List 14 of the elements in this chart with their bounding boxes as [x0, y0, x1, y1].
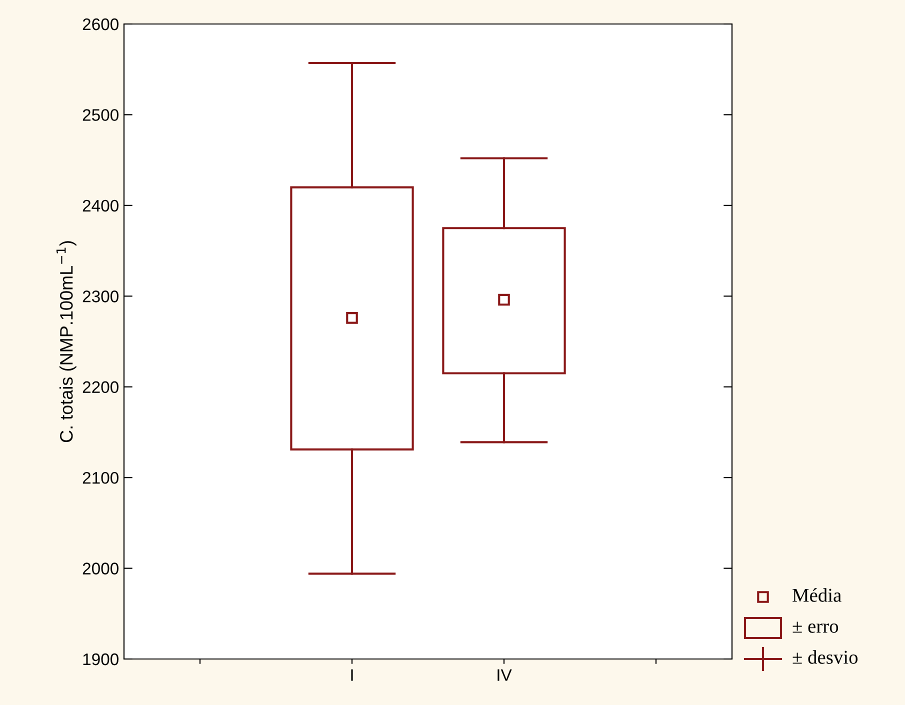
y-tick-label: 2500 — [82, 109, 118, 121]
y-tick-label: 1900 — [83, 653, 118, 666]
text: ± desvio — [792, 650, 858, 664]
y-tick-label: 2400 — [82, 200, 118, 212]
text: ± erro — [792, 622, 838, 633]
y-tick-label: 2000 — [82, 562, 118, 574]
x-tick-label: I — [351, 669, 353, 681]
text: Média — [792, 588, 842, 602]
y-tick-label: 2100 — [82, 472, 118, 484]
x-tick-label: IV — [498, 669, 512, 681]
y-tick-label: 2300 — [82, 290, 118, 302]
y-tick-label: 2600 — [82, 18, 118, 30]
y-axis-title: C. totais (NMP.100mL$^{−1}$) — [56, 241, 76, 442]
y-tick-label: 2200 — [82, 381, 118, 394]
